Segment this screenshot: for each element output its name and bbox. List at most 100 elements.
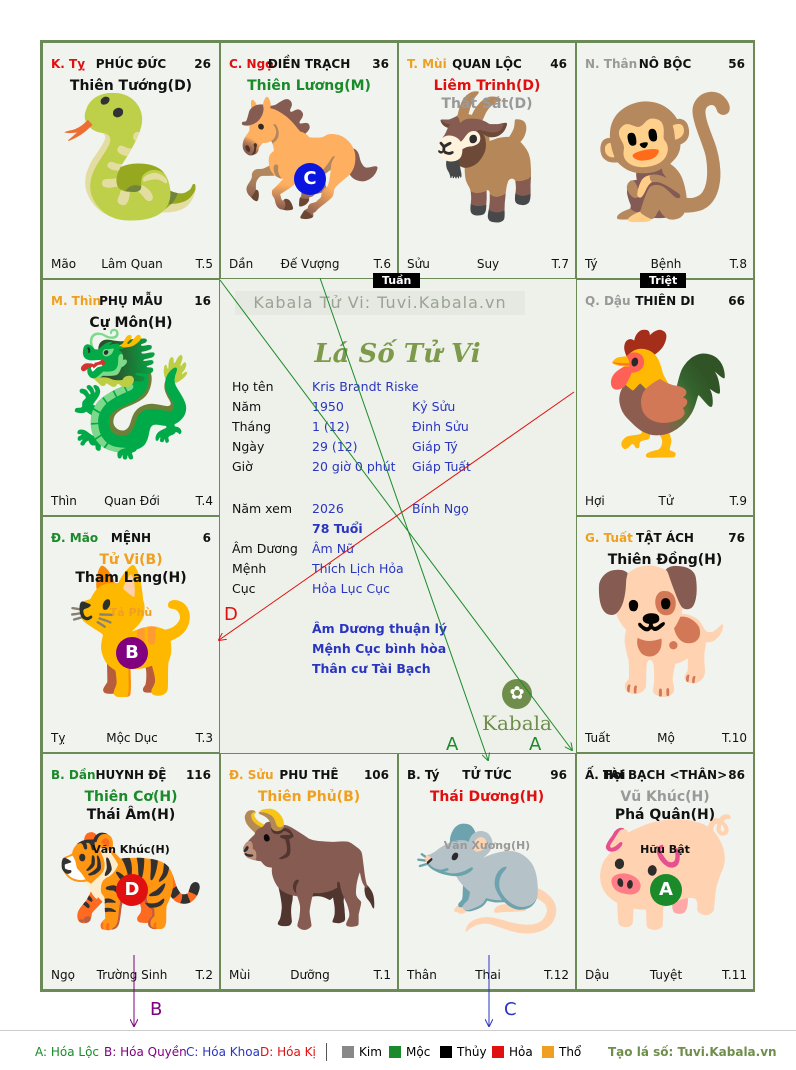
palace-name: PHU THÊ: [279, 768, 339, 782]
arrow-label-b: B: [150, 999, 162, 1020]
rat-icon: 🐀: [412, 799, 562, 938]
palace-footer: Tuất Mộ T.10: [585, 731, 747, 746]
branch-label: Mão: [51, 257, 77, 271]
branch-label: Ngọ: [51, 968, 75, 982]
heavenly-stem: Ấ. Hợi: [585, 768, 626, 782]
palace-age: 26: [194, 57, 211, 71]
palace-name: TÀI BẠCH <THÂN>: [602, 768, 728, 782]
heavenly-stem: B. Tý: [407, 768, 440, 782]
life-stage: Lâm Quan: [101, 257, 163, 271]
palace-name: MỆNH: [110, 531, 152, 545]
main-stars: Thiên Đồng(H): [577, 551, 753, 569]
info-label: Mệnh: [232, 561, 267, 576]
decade-limit: T.8: [729, 257, 747, 271]
legend-thuy: Thủy: [440, 1045, 487, 1059]
main-stars: Thiên Cơ(H) Thái Âm(H): [43, 788, 219, 824]
heavenly-stem: N. Thân: [585, 57, 638, 71]
heavenly-stem: Đ. Mão: [51, 531, 99, 545]
palace-cell-than-monkey[interactable]: 🐒 N. Thân NÔ BỘC 56 Tý Bệnh T.8: [576, 42, 754, 279]
info-value-can-chi: Kỷ Sửu: [412, 399, 456, 414]
main-stars: Thiên Tướng(D): [43, 77, 219, 95]
info-label: Năm xem: [232, 501, 293, 516]
branch-label: Hợi: [585, 494, 605, 508]
main-stars: Cự Môn(H): [43, 314, 219, 332]
life-stage: Suy: [476, 257, 500, 271]
palace-header: M. Thìn PHỤ MẪU 16: [51, 294, 211, 310]
legend-moc: Mộc: [389, 1045, 430, 1059]
decade-limit: T.10: [722, 731, 747, 745]
branch-label: Sửu: [407, 257, 430, 271]
heavenly-stem: Đ. Sửu: [229, 768, 274, 782]
palace-footer: Mão Lâm Quan T.5: [51, 257, 213, 272]
minor-stars: Hữu Bật: [577, 842, 753, 858]
palace-header: Đ. Mão MỆNH 6: [51, 531, 211, 547]
palace-cell-ty-snake[interactable]: 🐍 K. Tỵ PHÚC ĐỨC 26 Thiên Tướng(D) Mão L…: [42, 42, 220, 279]
info-value: 2026: [312, 501, 344, 516]
branch-label: Mùi: [229, 968, 251, 982]
life-stage: Bệnh: [650, 257, 682, 271]
life-stage: Đế Vượng: [280, 257, 340, 271]
decade-limit: T.7: [551, 257, 569, 271]
minor-stars: Văn Khúc(H): [43, 842, 219, 858]
palace-cell-mao-cat[interactable]: 🐈 Đ. Mão MỆNH 6 Tử Vi(B) Tham Lang(H) Tả P…: [42, 516, 220, 753]
transformation-badge: C: [294, 163, 326, 195]
dragon-icon: 🐉: [56, 325, 206, 464]
palace-cell-hoi-pig[interactable]: 🐖 Ấ. Hợi TÀI BẠCH <THÂN> 86 Vũ Khúc(H) Ph…: [576, 753, 754, 990]
tree-icon: ✿: [502, 679, 532, 709]
life-stage: Quan Đới: [104, 494, 160, 508]
main-star: Thiên Đồng(H): [607, 552, 723, 568]
info-value: 1 (12): [312, 419, 350, 434]
heavenly-stem: M. Thìn: [51, 294, 102, 308]
palace-cell-thin-dragon[interactable]: 🐉 M. Thìn PHỤ MẪU 16 Cự Môn(H) Thìn Quan…: [42, 279, 220, 516]
main-star: Phá Quân(H): [614, 807, 716, 823]
minor-stars: Văn Xương(H): [399, 838, 575, 854]
palace-header: C. Ngọ ĐIỀN TRẠCH 36: [229, 57, 389, 73]
legend-site-link[interactable]: Tạo lá số: Tuvi.Kabala.vn: [608, 1045, 777, 1059]
heavenly-stem: B. Dần: [51, 768, 96, 782]
branch-label: Dậu: [585, 968, 610, 982]
palace-header: B. Tý TỬ TỨC 96: [407, 768, 567, 784]
legend-hoa-quyen: B: Hóa Quyền: [104, 1045, 187, 1059]
main-stars: Tử Vi(B) Tham Lang(H): [43, 551, 219, 587]
main-stars: Vũ Khúc(H) Phá Quân(H): [577, 788, 753, 824]
palace-name: PHỤ MẪU: [99, 294, 163, 308]
branch-label: Tỵ: [51, 731, 66, 745]
palace-footer: Dậu Tuyệt T.11: [585, 968, 747, 983]
palace-cell-ngo-horse[interactable]: 🐎 C. Ngọ ĐIỀN TRẠCH 36 Thiên Lương(M) C D…: [220, 42, 398, 279]
palace-age: 56: [728, 57, 745, 71]
palace-name: PHÚC ĐỨC: [95, 57, 167, 71]
palace-cell-dau-rooster[interactable]: 🐓 Q. Dậu THIÊN DI 66 Hợi Tử T.9: [576, 279, 754, 516]
legend-hoa-ki: D: Hóa Kị: [260, 1045, 316, 1059]
palace-name: ĐIỀN TRẠCH: [267, 57, 351, 71]
main-star: Thái Dương(H): [429, 789, 545, 805]
palace-age: 76: [728, 531, 745, 545]
center-watermark: Kabala Tử Vi: Tuvi.Kabala.vn: [235, 291, 525, 315]
info-value-can-chi: Đinh Sửu: [412, 419, 469, 434]
main-star: Cự Môn(H): [89, 315, 173, 331]
legend-bar: A: Hóa Lộc B: Hóa Quyền C: Hóa Khoa D: H…: [0, 1030, 796, 1067]
legend-hoa: Hỏa: [492, 1045, 533, 1059]
palace-cell-ty-rat[interactable]: 🐀 B. Tý TỬ TỨC 96 Thái Dương(H) Văn Xương…: [398, 753, 576, 990]
palace-cell-tuat-dog[interactable]: 🐕 G. Tuất TẬT ÁCH 76 Thiên Đồng(H) Tuất …: [576, 516, 754, 753]
palace-header: B. Dần HUYNH ĐỆ 116: [51, 768, 211, 784]
info-label: Năm: [232, 399, 262, 414]
palace-header: N. Thân NÔ BỘC 56: [585, 57, 745, 73]
transformation-badge: D: [116, 874, 148, 906]
palace-cell-suu-ox[interactable]: 🐂 Đ. Sửu PHU THÊ 106 Thiên Phủ(B) Mùi Dư…: [220, 753, 398, 990]
chart-note: Âm Dương thuận lý: [312, 621, 448, 636]
transformation-badge: B: [116, 637, 148, 669]
palace-cell-mui-goat[interactable]: 🐐 T. Mùi QUAN LỘC 46 Liêm Trinh(D) Thất S…: [398, 42, 576, 279]
heavenly-stem: K. Tỵ: [51, 57, 86, 71]
legend-hoa-loc: A: Hóa Lộc: [35, 1045, 100, 1059]
decade-limit: T.6: [373, 257, 391, 271]
minor-stars: Tả Phù: [43, 605, 219, 621]
main-star: Vũ Khúc(H): [620, 789, 710, 805]
palace-header: T. Mùi QUAN LỘC 46: [407, 57, 567, 73]
branch-label: Dần: [229, 257, 254, 271]
palace-name: TỬ TỨC: [462, 768, 512, 782]
main-star: Thất Sát(D): [441, 96, 533, 112]
kabala-logo: ✿ Kabala: [482, 679, 552, 735]
snake-icon: 🐍: [56, 88, 206, 227]
palace-cell-dan-tiger[interactable]: 🐅 B. Dần HUYNH ĐỆ 116 Thiên Cơ(H) Thái Âm…: [42, 753, 220, 990]
branch-label: Tý: [585, 257, 598, 271]
